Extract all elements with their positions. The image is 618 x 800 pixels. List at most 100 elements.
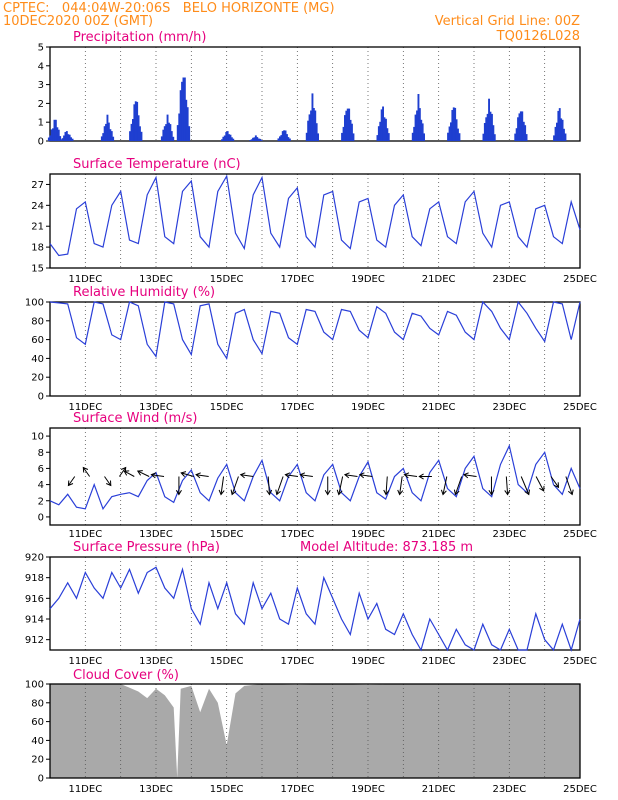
precip-bar [305, 132, 308, 141]
y-tick-label: 80 [31, 698, 44, 709]
precip-bar [521, 111, 524, 141]
wind-vector [68, 476, 76, 486]
x-tick-label: 25DEC [563, 529, 597, 540]
precip-bar [68, 134, 71, 141]
x-tick-label: 23DEC [492, 784, 526, 795]
precip-bar [254, 135, 257, 141]
precip-bar [226, 131, 229, 141]
y-tick-label: 918 [25, 573, 44, 584]
precip-bar [454, 107, 457, 141]
precip-bar [221, 139, 223, 141]
precip-bar [183, 77, 186, 141]
precip-bar [311, 93, 314, 141]
precip-bar [486, 113, 489, 141]
precip-bar [280, 135, 283, 141]
y-tick-label: 4 [38, 61, 44, 72]
precip-bar [252, 137, 254, 141]
x-tick-label: 19DEC [351, 529, 385, 540]
wind-vector-head [275, 489, 281, 496]
y-tick-label: 8 [38, 448, 44, 459]
precip-bar [172, 136, 175, 141]
precip-bar [418, 108, 421, 141]
precip-bar [383, 117, 386, 141]
precip-bar [515, 128, 518, 141]
precip-bar [451, 110, 454, 141]
precip-bar [564, 133, 567, 141]
wind-vector-head [180, 471, 187, 477]
precip-bar [103, 126, 106, 141]
wind-vector [463, 474, 477, 477]
y-tick-label: 3 [38, 80, 44, 91]
plot-frame [49, 556, 581, 651]
precip-bar [229, 134, 232, 141]
x-tick-label: 21DEC [422, 529, 456, 540]
header-location: CPTEC: 044:04W-20:06S BELO HORIZONTE (MG… [3, 1, 335, 16]
precip-bar [341, 132, 343, 141]
wind-vector-head [524, 489, 530, 496]
y-tick-label: 0 [38, 774, 44, 785]
wind-vector [123, 470, 135, 477]
wind-panel: Surface Wind (m/s) 0 2 4 6 8 10 11DEC 13DEC 15DE… [31, 411, 597, 540]
precip-bar [514, 133, 517, 141]
precip-bar [54, 119, 57, 141]
precip-bar [561, 119, 564, 141]
precip-bar [314, 110, 317, 141]
y-tick-label: 40 [31, 354, 44, 365]
wind-vector-head [218, 489, 225, 496]
y-tick-label: 0 [38, 512, 44, 523]
precip-bar [112, 136, 115, 141]
x-tick-label: 13DEC [139, 529, 173, 540]
precip-bar [345, 110, 348, 141]
wind-vector-head [343, 472, 350, 479]
precip-bar [413, 126, 416, 141]
x-tick-label: 11DEC [68, 656, 102, 667]
precip-bar [458, 133, 461, 141]
precip-bar [485, 117, 488, 141]
cloud-cover-title: Cloud Cover (%) [73, 668, 179, 683]
precip-bar [385, 118, 387, 141]
y-tick-label: 60 [31, 717, 44, 728]
precip-bar [288, 138, 291, 141]
wind-vector-head [567, 489, 574, 496]
y-tick-label: 60 [31, 335, 44, 346]
y-tick-label: 2 [38, 496, 44, 507]
wind-vector-head [106, 480, 112, 487]
model-altitude: Model Altitude: 873.185 m [300, 540, 473, 555]
cloud-area [50, 684, 580, 778]
precip-bar [414, 114, 417, 141]
wind-vector [565, 476, 573, 495]
y-tick-label: 40 [31, 736, 44, 747]
pressure-panel: Surface Pressure (hPa) Model Altitude: 8… [25, 540, 597, 667]
x-tick-label: 15DEC [210, 274, 244, 285]
precip-bar [65, 131, 68, 141]
x-tick-label: 15DEC [210, 784, 244, 795]
precip-bar [482, 133, 485, 141]
precip-bar [250, 139, 253, 141]
precipitation-panel: Precipitation (mm/h) 0 1 2 3 4 5 [38, 30, 581, 148]
header-run-id: TQ0126L028 [496, 29, 580, 44]
wind-vector-head [299, 472, 306, 479]
precip-bar [346, 108, 349, 141]
precip-bar [63, 135, 65, 141]
wind-vector [181, 472, 194, 477]
precip-bar [232, 138, 235, 141]
precip-bar [162, 129, 165, 141]
y-tick-label: 5 [38, 43, 44, 54]
wind-vector-head [67, 480, 74, 487]
precip-bar [225, 132, 228, 141]
series-line [49, 443, 581, 511]
precip-bar [491, 113, 493, 141]
precip-bar [286, 134, 288, 141]
wind-vector-head [553, 482, 560, 489]
x-tick-label: 15DEC [210, 529, 244, 540]
precip-bar [517, 117, 519, 141]
wind-vector [220, 476, 225, 495]
precip-bar [382, 106, 384, 141]
precip-bar [132, 119, 134, 141]
x-tick-label: 25DEC [563, 784, 597, 795]
precip-bar [411, 132, 414, 141]
y-tick-label: 24 [31, 201, 44, 212]
precip-bar [447, 132, 449, 141]
wind-vector [535, 476, 545, 492]
